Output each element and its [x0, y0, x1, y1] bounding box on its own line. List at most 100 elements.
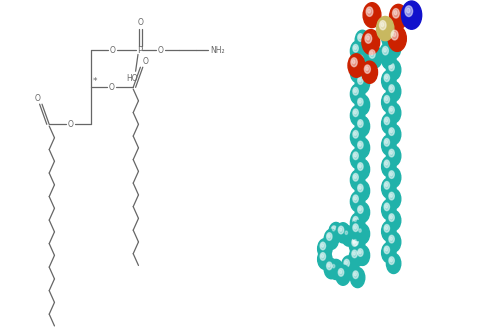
- Circle shape: [321, 254, 324, 258]
- Circle shape: [384, 48, 386, 52]
- Circle shape: [390, 237, 393, 240]
- Circle shape: [354, 154, 357, 157]
- Circle shape: [390, 129, 393, 133]
- Circle shape: [385, 162, 388, 165]
- Circle shape: [385, 140, 388, 143]
- Circle shape: [393, 32, 396, 37]
- Circle shape: [390, 43, 393, 47]
- Circle shape: [353, 195, 358, 203]
- Circle shape: [358, 34, 363, 41]
- Circle shape: [385, 54, 388, 57]
- Circle shape: [359, 78, 361, 82]
- Circle shape: [384, 74, 390, 82]
- Circle shape: [382, 221, 396, 241]
- Circle shape: [376, 16, 394, 41]
- Circle shape: [358, 98, 363, 106]
- Circle shape: [382, 157, 396, 177]
- Circle shape: [351, 58, 357, 67]
- Circle shape: [353, 130, 358, 138]
- Circle shape: [341, 256, 356, 276]
- Circle shape: [385, 248, 388, 251]
- Circle shape: [368, 9, 371, 13]
- Text: O: O: [68, 120, 74, 129]
- Circle shape: [318, 239, 332, 259]
- Circle shape: [358, 77, 363, 84]
- Circle shape: [380, 20, 386, 30]
- Circle shape: [320, 242, 325, 250]
- Circle shape: [349, 247, 364, 267]
- Circle shape: [382, 200, 396, 220]
- Circle shape: [391, 30, 398, 40]
- Circle shape: [331, 263, 336, 270]
- Circle shape: [384, 95, 390, 103]
- Circle shape: [350, 127, 365, 147]
- Circle shape: [358, 249, 363, 256]
- Circle shape: [350, 267, 365, 288]
- Circle shape: [341, 226, 356, 246]
- Circle shape: [401, 1, 422, 29]
- Circle shape: [354, 68, 357, 71]
- Circle shape: [393, 9, 399, 18]
- Circle shape: [332, 227, 335, 231]
- Circle shape: [386, 81, 401, 101]
- Circle shape: [344, 259, 349, 267]
- Circle shape: [382, 135, 396, 155]
- Circle shape: [389, 214, 395, 221]
- Circle shape: [358, 184, 363, 192]
- Circle shape: [389, 128, 395, 135]
- Circle shape: [385, 205, 388, 208]
- Circle shape: [355, 52, 370, 72]
- Circle shape: [389, 257, 395, 264]
- Circle shape: [350, 84, 365, 104]
- Text: *: *: [93, 77, 97, 86]
- Circle shape: [367, 46, 382, 68]
- Circle shape: [354, 240, 357, 243]
- Circle shape: [384, 31, 390, 39]
- Circle shape: [389, 235, 395, 243]
- Circle shape: [355, 73, 370, 93]
- Circle shape: [352, 59, 355, 64]
- Circle shape: [354, 46, 357, 49]
- Circle shape: [339, 270, 342, 274]
- Circle shape: [355, 159, 370, 179]
- Circle shape: [345, 231, 348, 235]
- Circle shape: [385, 119, 388, 122]
- Circle shape: [320, 253, 325, 260]
- Circle shape: [384, 246, 390, 254]
- Circle shape: [362, 61, 378, 83]
- Circle shape: [390, 258, 393, 262]
- Circle shape: [389, 20, 395, 28]
- Circle shape: [382, 71, 396, 91]
- Circle shape: [383, 46, 388, 55]
- Circle shape: [353, 152, 358, 160]
- Circle shape: [386, 38, 401, 58]
- Circle shape: [353, 271, 358, 279]
- Circle shape: [386, 103, 401, 123]
- Circle shape: [382, 92, 396, 112]
- Circle shape: [353, 66, 358, 74]
- Circle shape: [326, 233, 332, 240]
- Circle shape: [338, 226, 344, 234]
- Circle shape: [349, 235, 364, 255]
- Circle shape: [353, 224, 358, 232]
- Circle shape: [338, 268, 344, 276]
- Text: O: O: [110, 46, 116, 55]
- Circle shape: [354, 175, 357, 178]
- Circle shape: [384, 160, 390, 168]
- Circle shape: [324, 229, 338, 249]
- Circle shape: [371, 51, 373, 55]
- Circle shape: [388, 26, 406, 51]
- Circle shape: [358, 120, 363, 127]
- Circle shape: [355, 181, 370, 201]
- Circle shape: [355, 245, 370, 265]
- Circle shape: [359, 121, 361, 125]
- Circle shape: [385, 226, 388, 229]
- Circle shape: [389, 63, 395, 71]
- Text: NH₂: NH₂: [211, 46, 225, 55]
- Circle shape: [384, 203, 390, 211]
- Circle shape: [386, 60, 401, 80]
- Circle shape: [358, 206, 363, 213]
- Circle shape: [344, 229, 349, 237]
- Circle shape: [350, 41, 365, 61]
- Circle shape: [381, 23, 384, 27]
